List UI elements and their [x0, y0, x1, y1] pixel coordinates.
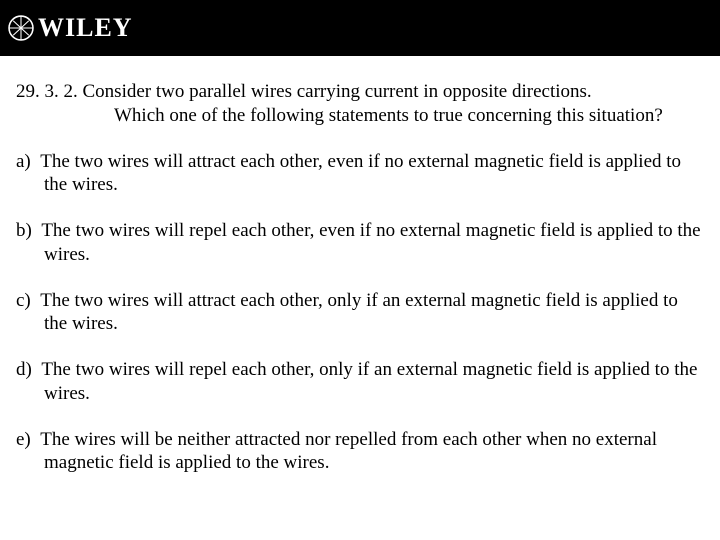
question-line1: Consider two parallel wires carrying cur…: [83, 81, 592, 102]
option-letter: c): [16, 290, 31, 311]
option-c: c) The two wires will attract each other…: [16, 289, 704, 337]
option-letter: d): [16, 359, 32, 380]
option-text: The two wires will attract each other, e…: [40, 151, 681, 196]
option-d: d) The two wires will repel each other, …: [16, 358, 704, 406]
option-letter: b): [16, 220, 32, 241]
option-letter: a): [16, 151, 31, 172]
brand-logo: WILEY: [8, 13, 133, 43]
option-text: The two wires will repel each other, eve…: [41, 220, 700, 265]
question-block: 29. 3. 2. Consider two parallel wires ca…: [16, 80, 704, 128]
slide-content: 29. 3. 2. Consider two parallel wires ca…: [0, 56, 720, 475]
question-line2: Which one of the following statements to…: [44, 104, 704, 128]
header-bar: WILEY: [0, 0, 720, 56]
option-b: b) The two wires will repel each other, …: [16, 219, 704, 267]
brand-text: WILEY: [38, 13, 133, 43]
option-text: The two wires will repel each other, onl…: [41, 359, 697, 404]
option-text: The two wires will attract each other, o…: [40, 290, 678, 335]
option-letter: e): [16, 429, 31, 450]
option-a: a) The two wires will attract each other…: [16, 150, 704, 198]
option-e: e) The wires will be neither attracted n…: [16, 428, 704, 476]
option-text: The wires will be neither attracted nor …: [40, 429, 657, 474]
wiley-icon: [8, 15, 34, 41]
question-number: 29. 3. 2.: [16, 81, 78, 102]
